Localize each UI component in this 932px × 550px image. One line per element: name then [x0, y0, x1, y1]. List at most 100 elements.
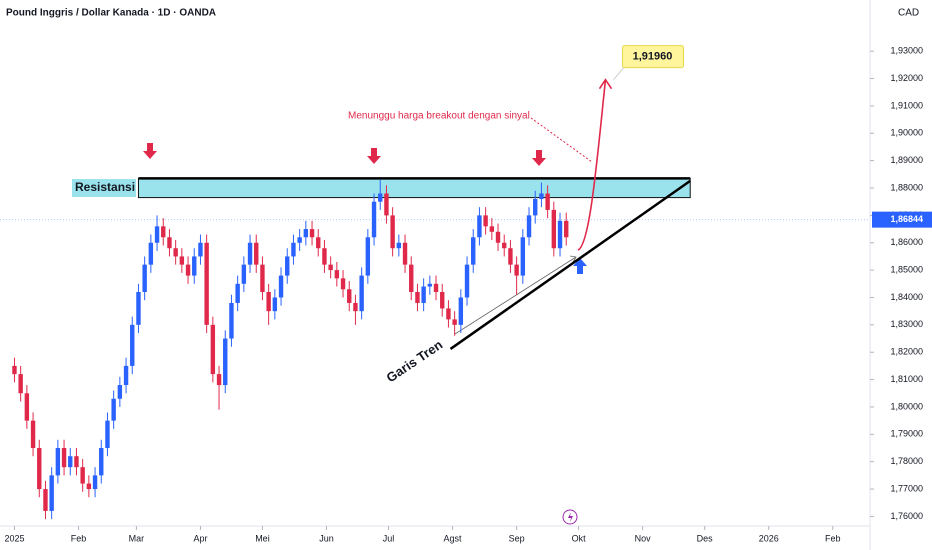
y-tick-label: 1,82000 [890, 347, 923, 357]
x-tick-label: 2026 [759, 533, 779, 543]
annotation: Menunggu harga breakout dengan sinyal [348, 111, 530, 122]
candle-body [514, 264, 519, 276]
candle-body [427, 283, 433, 287]
candle-body [49, 475, 54, 511]
y-tick-label: 1,89000 [890, 155, 923, 165]
candle-body [30, 420, 36, 449]
down-arrow [532, 150, 546, 166]
candle-body [173, 248, 178, 257]
candle-body [433, 283, 439, 293]
current-price-label: 1,86844 [890, 214, 923, 224]
trend-pointer [454, 255, 577, 335]
candle-body [198, 242, 203, 257]
x-tick-label: Apr [193, 533, 207, 543]
candle-body [99, 448, 104, 476]
resistance-label-bg [72, 179, 136, 198]
candle-body [533, 198, 538, 216]
candle-body [409, 264, 414, 293]
x-tick-label: Mei [255, 533, 270, 543]
candle-body [210, 324, 216, 375]
candle-body [74, 456, 79, 468]
y-tick-label: 1,76000 [890, 511, 923, 521]
candle-body [390, 215, 395, 249]
candle-body [421, 286, 426, 303]
candle-body [55, 448, 61, 476]
candle-body [378, 193, 383, 202]
candle-body [285, 256, 290, 276]
candle-body [18, 374, 23, 394]
candle-body [508, 248, 513, 265]
breakout-arrowhead [598, 78, 613, 90]
annotation-pointer [530, 117, 593, 163]
y-tick-label: 1,83000 [890, 319, 923, 329]
candle-body [105, 420, 110, 449]
candle-body [111, 398, 116, 421]
candle-body [241, 264, 247, 284]
candle-body [223, 338, 228, 386]
candle-body [316, 237, 321, 249]
x-tick-label: Nov [635, 533, 652, 543]
candle-body [37, 448, 42, 490]
candle-body [458, 297, 464, 325]
candle-body [545, 193, 550, 210]
candle-body [247, 242, 253, 265]
candle-body [229, 302, 234, 339]
candle-body [359, 275, 364, 312]
candle-body [446, 308, 451, 320]
x-tick-label: Feb [825, 533, 841, 543]
chart-title: Pound Inggris / Dollar Kanada · 1D · OAN… [6, 8, 216, 19]
x-tick-label: Sep [509, 533, 525, 543]
y-tick-label: 1,81000 [890, 374, 923, 384]
candle-body [68, 456, 73, 468]
candle-body [61, 448, 67, 468]
candle-body [185, 264, 191, 276]
candle-body [235, 283, 240, 303]
y-tick-label: 1,84000 [890, 292, 923, 302]
candle-body [142, 264, 147, 293]
candle-body [464, 264, 470, 298]
candle-body [526, 215, 532, 238]
y-tick-label: 1,77000 [890, 483, 923, 493]
event-icon [562, 509, 578, 525]
candle-body [502, 242, 507, 249]
candle-body [216, 374, 222, 386]
candle-body [477, 215, 482, 238]
candle-body [322, 248, 327, 265]
trendline [449, 179, 691, 350]
event-icon-bolt [568, 512, 573, 522]
candle-body [260, 264, 265, 293]
y-tick-label: 1,93000 [890, 46, 923, 56]
y-tick-label: 1,88000 [890, 182, 923, 192]
candle-body [483, 215, 488, 227]
candle-body [334, 270, 340, 279]
candle-body [396, 242, 402, 249]
candle-body [489, 226, 495, 232]
y-tick-label: 1,86000 [890, 237, 923, 247]
candle-body [557, 220, 563, 249]
candle-body [204, 242, 209, 325]
candle-body [495, 231, 501, 243]
candle-body [471, 237, 476, 265]
candle-body [328, 264, 333, 271]
y-tick-label: 1,79000 [890, 429, 923, 439]
candle-body [43, 489, 48, 511]
candle-body [167, 237, 172, 249]
current-price-tag [872, 211, 932, 228]
candle-body [452, 319, 457, 325]
candle-body [254, 242, 259, 265]
candle-body [161, 226, 166, 238]
candle-body [136, 292, 141, 325]
y-tick-label: 1,92000 [890, 73, 923, 83]
resistance-zone [137, 177, 691, 199]
candle-body [564, 220, 569, 238]
x-tick-label: Mar [129, 533, 145, 543]
candle-body [520, 237, 526, 276]
y-tick-label: 1,78000 [890, 456, 923, 466]
candles [12, 179, 569, 520]
candle-body [130, 324, 135, 366]
x-tick-label: Jul [383, 533, 395, 543]
candle-body [303, 229, 309, 238]
x-tick-label: Okt [572, 533, 587, 543]
candle-body [309, 229, 315, 238]
